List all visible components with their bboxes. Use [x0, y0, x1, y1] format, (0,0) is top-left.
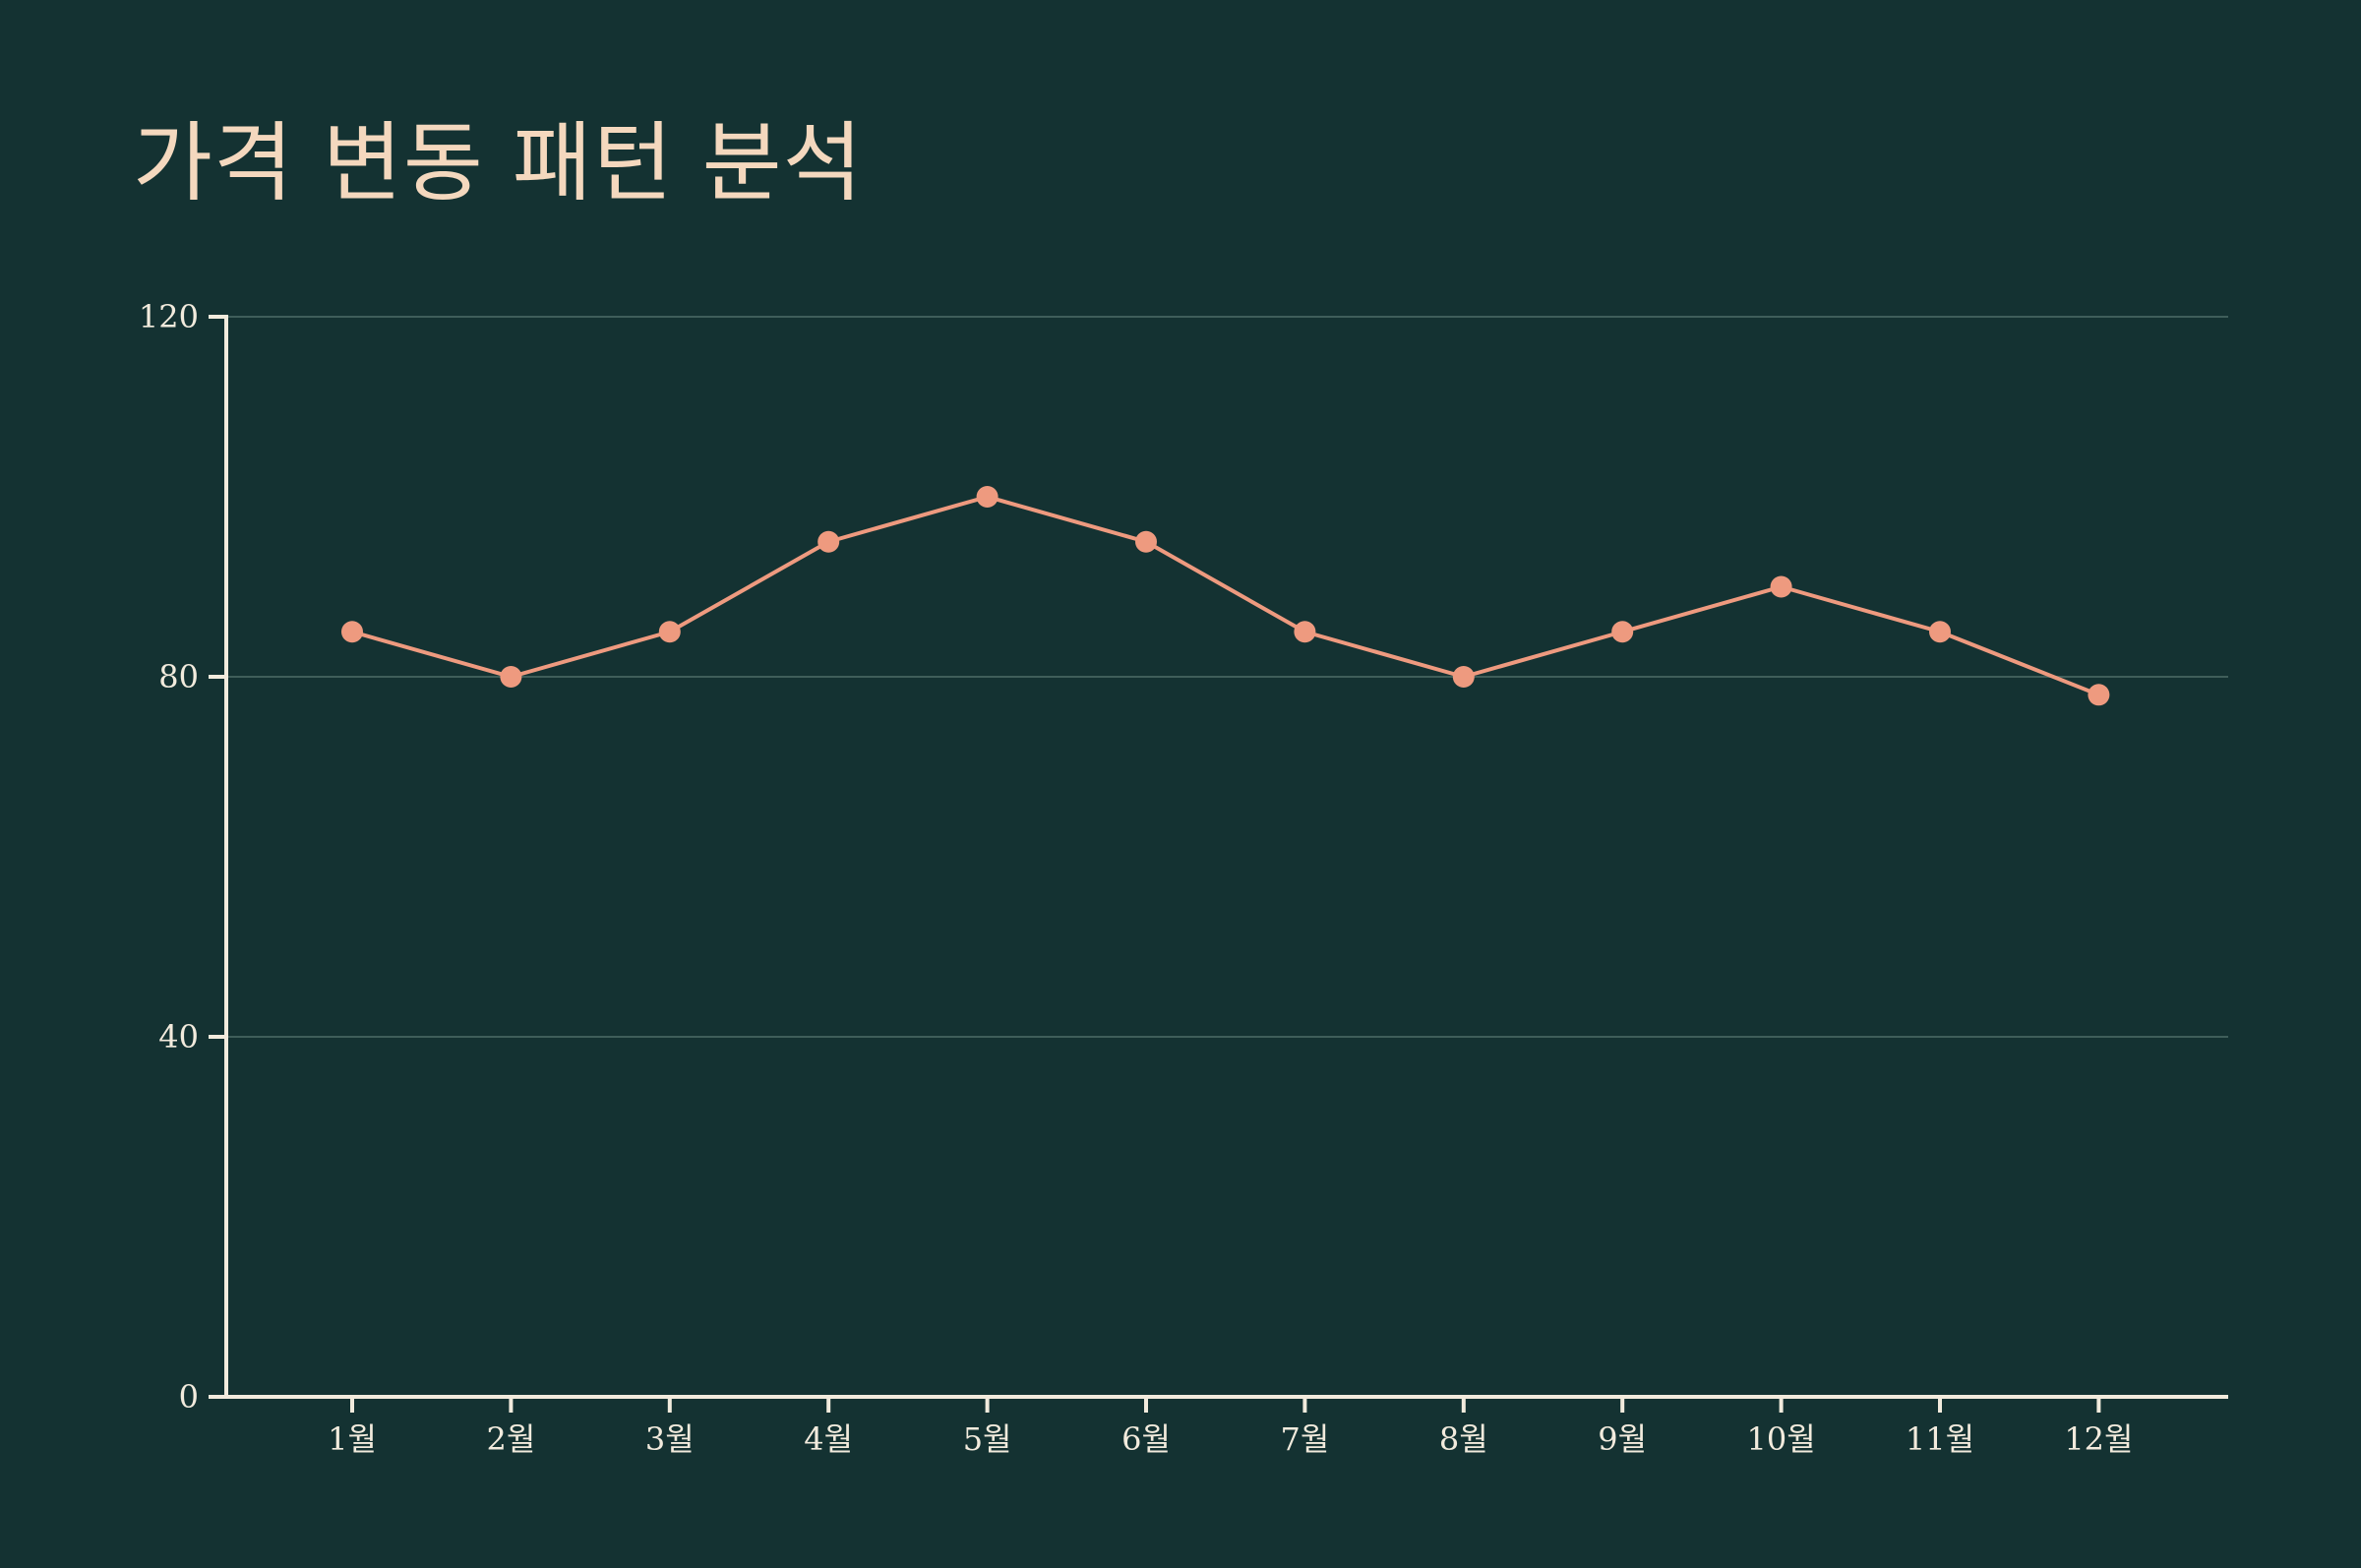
data-point-1월	[341, 621, 363, 643]
data-point-11월	[1929, 621, 1951, 643]
y-tick-label-120: 120	[139, 298, 199, 335]
y-tick-label-40: 40	[158, 1018, 199, 1055]
x-tick-label-3: 3월	[645, 1420, 695, 1458]
data-point-7월	[1294, 621, 1316, 643]
x-tick-label-8: 8월	[1439, 1420, 1488, 1458]
data-point-8월	[1452, 666, 1475, 688]
data-point-6월	[1135, 530, 1157, 553]
x-tick-label-10: 10월	[1747, 1420, 1816, 1458]
data-point-5월	[976, 486, 999, 508]
x-tick-label-12: 12월	[2064, 1420, 2133, 1458]
y-tick-label-0: 0	[179, 1378, 199, 1416]
x-tick-label-5: 5월	[963, 1420, 1012, 1458]
data-point-3월	[658, 621, 681, 643]
x-tick-label-11: 11월	[1906, 1420, 1974, 1458]
data-point-4월	[817, 530, 840, 553]
x-tick-label-6: 6월	[1121, 1420, 1171, 1458]
data-point-12월	[2088, 684, 2110, 706]
x-tick-label-7: 7월	[1280, 1420, 1329, 1458]
x-tick-label-1: 1월	[328, 1420, 377, 1458]
data-point-9월	[1611, 621, 1634, 643]
data-point-10월	[1770, 575, 1792, 598]
data-point-2월	[500, 666, 522, 688]
chart-title: 가격 변동 패턴 분석	[133, 112, 864, 213]
series-line-1	[351, 495, 2100, 697]
y-tick-label-80: 80	[158, 658, 199, 695]
x-tick-label-9: 9월	[1598, 1420, 1647, 1458]
x-tick-label-2: 2월	[486, 1420, 535, 1458]
x-tick-label-4: 4월	[804, 1420, 853, 1458]
